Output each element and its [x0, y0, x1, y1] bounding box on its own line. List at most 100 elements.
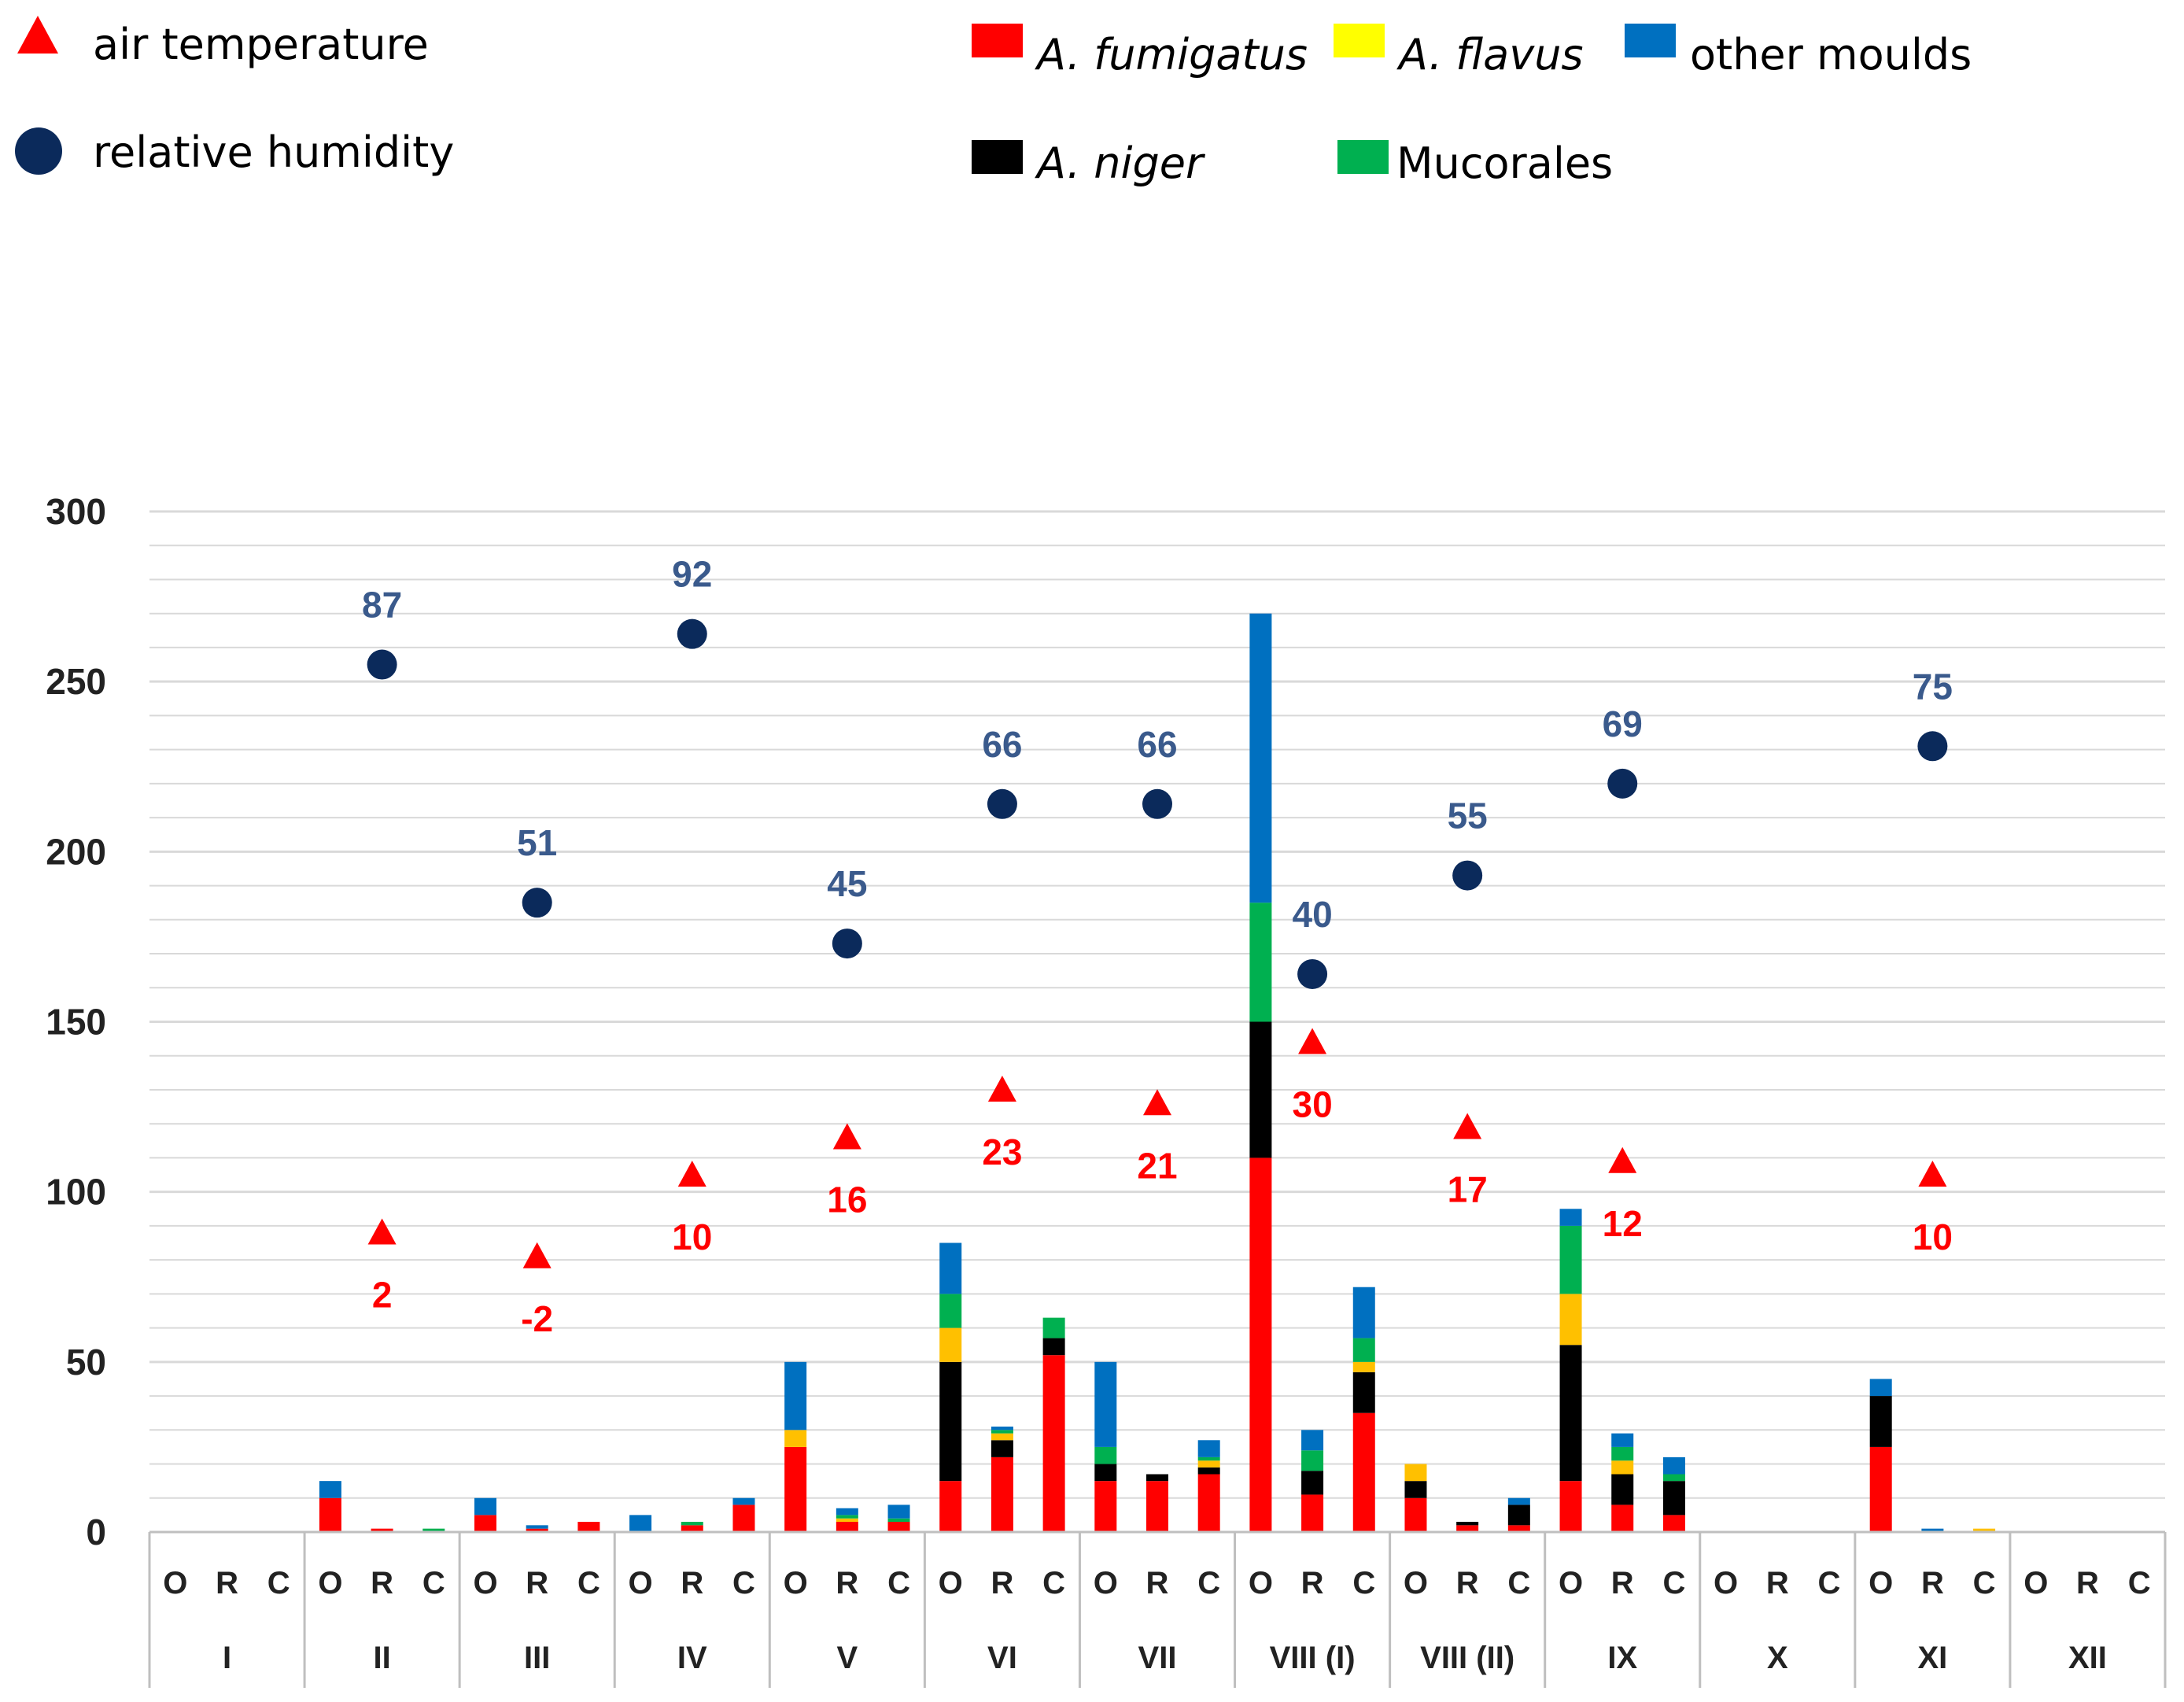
subcategory-label: R — [1301, 1566, 1324, 1600]
subcategory-label: C — [1818, 1566, 1841, 1600]
humidity-marker — [1297, 958, 1328, 989]
humidity-marker — [367, 649, 397, 680]
legend-other-swatch — [1625, 24, 1676, 57]
subcategory-label: R — [1146, 1566, 1169, 1600]
temperature-marker — [367, 1218, 397, 1245]
subcategory-label: R — [216, 1566, 238, 1600]
legend-humidity-marker — [15, 127, 62, 175]
temperature-marker — [987, 1075, 1016, 1102]
humidity-marker — [987, 788, 1017, 819]
legend-flavus-swatch — [1334, 24, 1385, 57]
bar-segment-other — [629, 1515, 652, 1532]
subcategory-label: C — [1507, 1566, 1530, 1600]
bar-segment-fumigatus — [1611, 1504, 1634, 1532]
subcategory-label: C — [577, 1566, 600, 1600]
humidity-value-label: 55 — [1448, 796, 1488, 836]
bar-segment-fumigatus — [577, 1522, 600, 1532]
subcategory-label: C — [422, 1566, 445, 1600]
bar-segment-fumigatus — [1559, 1481, 1582, 1532]
legend-temperature-marker — [17, 16, 58, 54]
bar-segment-mucorales — [939, 1294, 962, 1328]
bar-segment-mucorales — [1662, 1474, 1685, 1482]
bar-segment-fumigatus — [1507, 1525, 1530, 1532]
bar-segment-flavus — [1559, 1294, 1582, 1346]
subcategory-label: O — [784, 1566, 808, 1600]
subcategory-label: O — [1404, 1566, 1428, 1600]
group-label: X — [1767, 1641, 1788, 1675]
humidity-marker — [1607, 768, 1638, 799]
bar-segment-flavus — [1352, 1361, 1375, 1372]
legend-niger-swatch — [972, 140, 1023, 174]
humidity-value-label: 45 — [827, 863, 867, 904]
humidity-value-label: 66 — [1137, 724, 1177, 765]
group-label: IX — [1607, 1641, 1637, 1675]
bar-segment-mucorales — [422, 1528, 445, 1532]
humidity-marker — [1452, 860, 1483, 891]
subcategory-label: O — [1869, 1566, 1893, 1600]
temperature-marker — [1608, 1146, 1637, 1173]
temperature-value-label: 12 — [1603, 1203, 1643, 1244]
temperature-marker — [522, 1242, 552, 1268]
legend-fumigatus-label: A. fumigatus — [1035, 30, 1308, 79]
subcategory-label: O — [1559, 1566, 1583, 1600]
subcategory-label: C — [2128, 1566, 2151, 1600]
bar-segment-fumigatus — [1146, 1481, 1168, 1532]
bar-segment-fumigatus — [1301, 1494, 1324, 1532]
subcategory-label: O — [629, 1566, 653, 1600]
bar-segment-other — [732, 1497, 755, 1505]
temperature-marker — [1918, 1161, 1947, 1187]
subcategory-label: O — [2024, 1566, 2048, 1600]
legend-other-label: other moulds — [1690, 30, 1972, 79]
bar-segment-other — [1662, 1456, 1685, 1475]
bar-segment-niger — [1404, 1481, 1427, 1498]
bar-segment-mucorales — [1559, 1225, 1582, 1294]
bar-segment-mucorales — [1611, 1446, 1634, 1461]
bar-segment-mucorales — [836, 1515, 858, 1519]
humidity-value-label: 69 — [1603, 703, 1643, 744]
humidity-value-label: 51 — [517, 822, 557, 863]
y-tick-label: 250 — [46, 661, 106, 702]
y-tick-label: 0 — [86, 1512, 106, 1552]
bar-segment-other — [784, 1361, 807, 1431]
temperature-value-label: 23 — [982, 1132, 1022, 1172]
humidity-marker — [677, 618, 707, 649]
bar-segment-other — [939, 1242, 962, 1294]
bar-segment-niger — [1559, 1345, 1582, 1482]
group-label: VIII (II) — [1420, 1641, 1514, 1675]
bar-segment-other — [319, 1481, 341, 1498]
y-tick-label: 50 — [66, 1342, 106, 1383]
humidity-marker — [1142, 788, 1172, 819]
bar-segment-flavus — [991, 1433, 1013, 1441]
group-label: III — [524, 1641, 550, 1675]
legend-fumigatus-swatch — [972, 24, 1023, 57]
bar-segment-mucorales — [1197, 1456, 1220, 1461]
bar-segment-mucorales — [991, 1430, 1013, 1434]
temperature-marker — [1298, 1028, 1327, 1054]
bars — [319, 613, 1996, 1532]
bar-segment-other — [474, 1497, 496, 1516]
subcategory-label: R — [1611, 1566, 1634, 1600]
bar-segment-mucorales — [1094, 1446, 1117, 1464]
bar-segment-fumigatus — [526, 1528, 548, 1532]
bar-segment-niger — [1094, 1464, 1117, 1482]
subcategory-label: O — [1714, 1566, 1738, 1600]
bar-segment-other — [1921, 1528, 1944, 1532]
bar-segment-flavus — [1197, 1460, 1220, 1468]
subcategory-label: C — [1042, 1566, 1065, 1600]
bar-segment-flavus — [1973, 1528, 1996, 1532]
temperature-value-label: 10 — [1913, 1217, 1953, 1257]
bar-segment-niger — [1249, 1021, 1272, 1158]
humidity-value-label: 75 — [1913, 666, 1953, 707]
temperature-value-label: 21 — [1137, 1145, 1177, 1186]
group-label: V — [837, 1641, 858, 1675]
bar-segment-mucorales — [887, 1518, 910, 1523]
bar-segment-fumigatus — [1249, 1157, 1272, 1532]
group-label: XI — [1917, 1641, 1947, 1675]
bar-segment-fumigatus — [887, 1522, 910, 1532]
bar-segment-niger — [1146, 1474, 1168, 1482]
bar-segment-fumigatus — [1042, 1355, 1065, 1532]
bar-segment-other — [1352, 1287, 1375, 1338]
bar-segment-niger — [1662, 1481, 1685, 1516]
bar-segment-flavus — [939, 1327, 962, 1362]
subcategory-label: R — [681, 1566, 703, 1600]
